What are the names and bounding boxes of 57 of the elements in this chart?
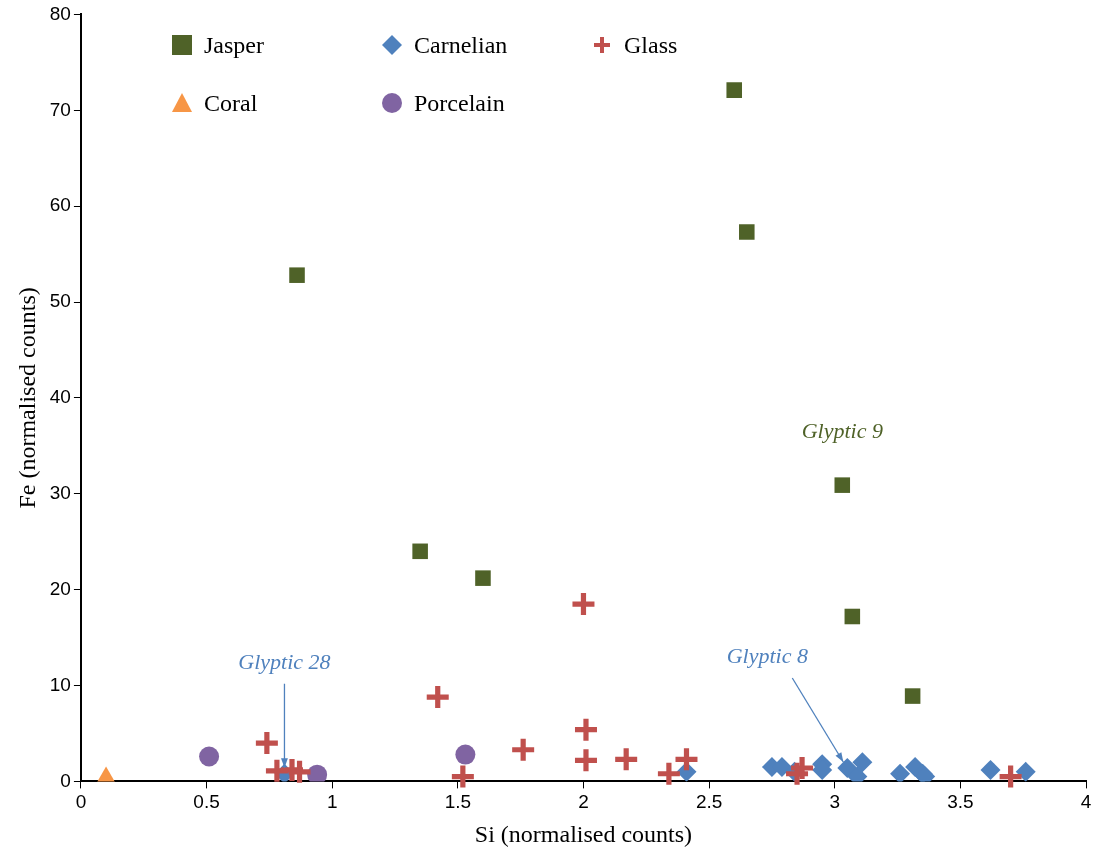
x-tick-label: 1.5 (444, 791, 472, 813)
y-tick-label: 0 (60, 769, 71, 791)
y-tick-label: 30 (49, 482, 71, 504)
point (574, 718, 597, 741)
point (572, 593, 595, 616)
point (791, 756, 814, 779)
point (890, 763, 911, 782)
y-tick-label: 40 (49, 386, 71, 408)
y-tick-label: 20 (49, 577, 71, 599)
annotation: Glyptic 8 (726, 642, 808, 668)
point (574, 749, 597, 772)
point (512, 738, 535, 761)
y-tick-label: 10 (49, 673, 71, 695)
point (657, 762, 680, 785)
x-tick-label: 0 (75, 791, 87, 813)
y-tick-label: 60 (49, 194, 71, 216)
point (615, 748, 638, 771)
point (451, 765, 474, 788)
x-axis-title: Si (normalised counts) (474, 820, 693, 847)
point (844, 608, 861, 625)
legend-label: Porcelain (414, 89, 505, 117)
point (999, 765, 1022, 788)
x-tick-label: 1 (326, 791, 338, 813)
point (739, 224, 755, 240)
point (288, 760, 311, 783)
annotation: Glyptic 28 (238, 648, 331, 674)
point (852, 752, 873, 773)
x-tick-label: 2.5 (695, 791, 723, 813)
legend-label: Carnelian (414, 31, 508, 59)
x-tick-label: 3 (829, 791, 841, 813)
y-axis-title: Fe (normalised counts) (13, 287, 40, 509)
annotation: Glyptic 9 (801, 417, 883, 443)
point (834, 477, 851, 493)
point (475, 570, 491, 586)
x-tick-label: 2 (578, 791, 589, 813)
point (1015, 761, 1036, 782)
point (837, 757, 858, 778)
point (980, 759, 1001, 780)
point (255, 732, 278, 755)
point (675, 748, 698, 771)
y-tick-label: 70 (49, 98, 71, 120)
point (289, 267, 305, 283)
legend-label: Coral (204, 89, 258, 117)
point (426, 686, 449, 709)
point (412, 543, 428, 560)
point (726, 82, 743, 98)
y-tick-label: 50 (49, 290, 71, 312)
legend-label: Jasper (204, 31, 264, 59)
x-tick-label: 3.5 (947, 791, 974, 813)
y-tick-label: 80 (49, 2, 71, 24)
point (904, 688, 921, 704)
x-tick-label: 4 (1080, 791, 1092, 813)
x-tick-label: 0.5 (193, 791, 220, 813)
point (307, 764, 328, 782)
point (199, 746, 220, 767)
point (455, 744, 476, 765)
legend-label: Glass (624, 31, 678, 59)
